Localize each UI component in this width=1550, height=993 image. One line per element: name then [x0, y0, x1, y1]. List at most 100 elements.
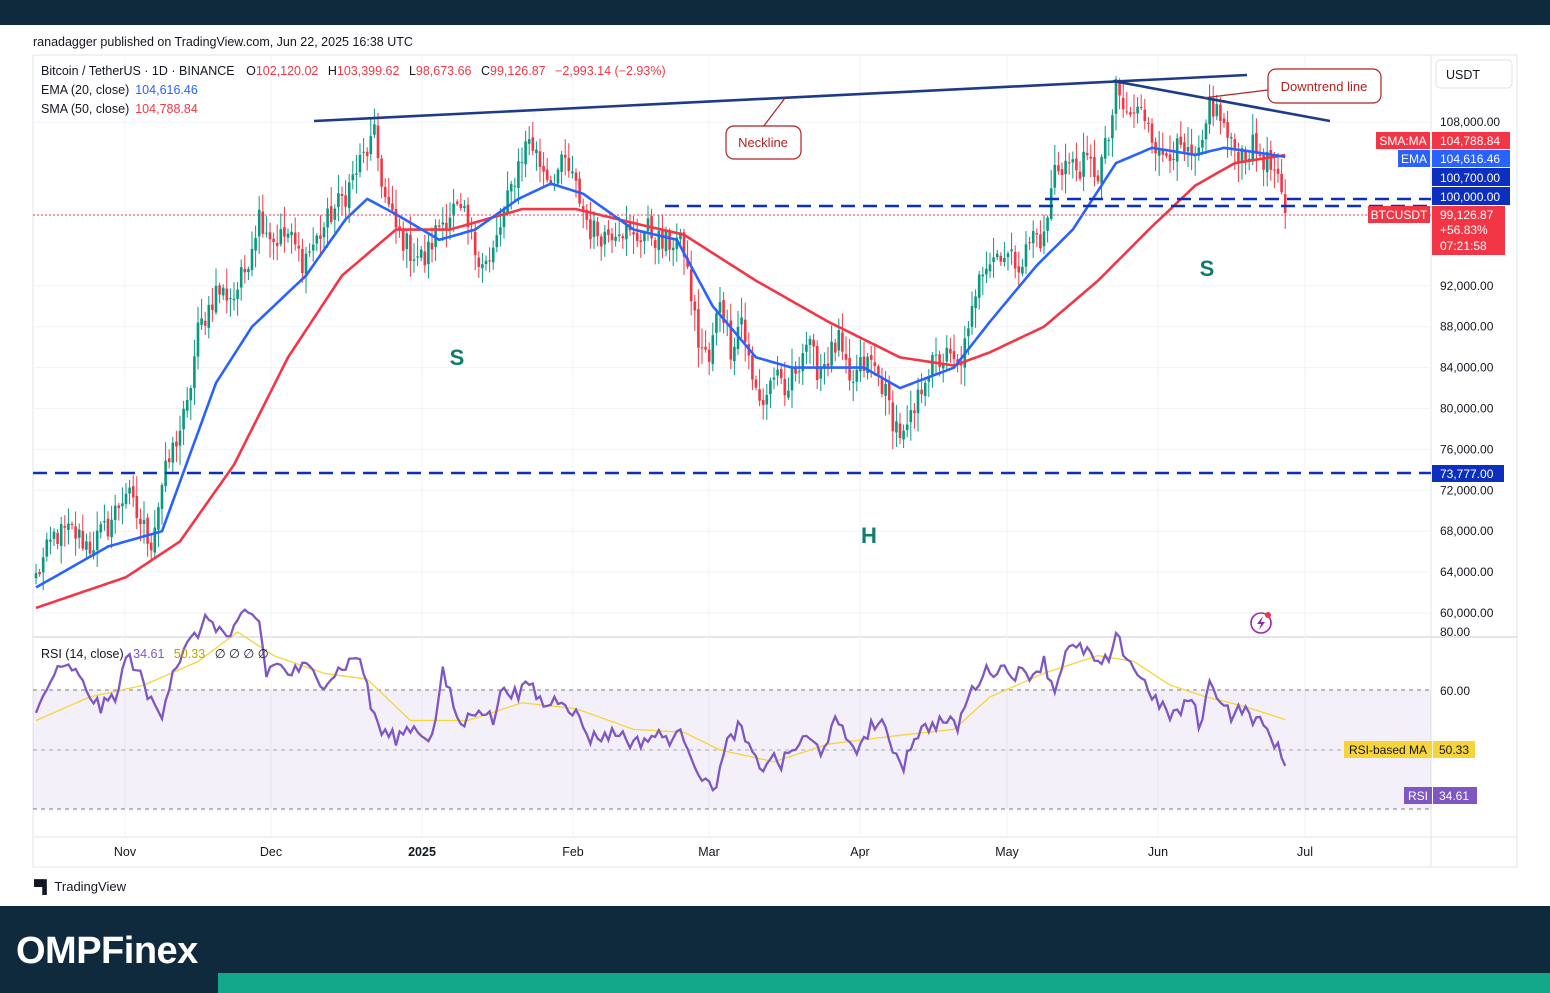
candle-body — [304, 253, 308, 275]
candle-body — [905, 424, 909, 430]
candle-body — [1064, 160, 1067, 175]
candle-body — [902, 430, 905, 440]
tradingview-logo[interactable]: ▀▌ TradingView — [34, 879, 126, 894]
candle-body — [452, 203, 455, 216]
candle-body — [538, 151, 542, 167]
candle-body — [1143, 109, 1147, 122]
price-axis[interactable]: 108,000.00 92,000.00 88,000.00 84,000.00 80,… — [1440, 115, 1500, 620]
ema-tag-box — [1398, 150, 1430, 167]
candle-body — [970, 306, 974, 327]
candle-body — [49, 539, 52, 542]
candle-body — [401, 230, 405, 251]
candle-body — [437, 225, 441, 227]
candle-body — [693, 301, 697, 311]
candle-body — [992, 257, 995, 263]
ompfinex-logo[interactable]: OMPFinex — [16, 930, 198, 972]
btc-change-label: +56.83% — [1440, 223, 1488, 237]
candle-body — [1089, 156, 1093, 159]
candle-body — [1172, 158, 1175, 161]
candle-body — [1017, 266, 1021, 273]
candle-body — [722, 300, 725, 323]
candle-body — [1186, 147, 1190, 152]
candle-body — [171, 442, 175, 463]
legend-symbol[interactable]: Bitcoin / TetherUS · 1D · BINANCE — [41, 64, 235, 78]
price-tick-label: 76,000.00 — [1440, 442, 1494, 456]
candle-body — [365, 151, 369, 157]
candle-body — [229, 298, 232, 300]
candle-body — [319, 235, 322, 239]
legend-sma[interactable]: SMA (50, close) 104,788.84 — [41, 102, 198, 116]
candle-body — [272, 238, 275, 242]
candle-body — [1096, 175, 1100, 182]
candle-body — [409, 234, 412, 261]
btc-price-box — [1432, 206, 1505, 255]
candle-body — [200, 318, 203, 325]
candle-body — [99, 524, 103, 533]
candle-body — [520, 162, 524, 164]
candle-body — [279, 229, 283, 245]
candle-body — [1013, 251, 1017, 269]
candle-body — [286, 233, 290, 238]
candle-body — [70, 523, 74, 525]
candle-body — [283, 227, 286, 237]
candle-body — [175, 441, 178, 447]
candle-body — [560, 154, 563, 172]
legend-ema[interactable]: EMA (20, close) 104,616.46 — [41, 83, 198, 97]
sma-value-box — [1432, 132, 1510, 149]
candle-body — [1003, 258, 1006, 263]
candle-body — [909, 410, 913, 423]
candle-body — [1057, 165, 1060, 172]
candle-body — [333, 208, 337, 220]
candle-body — [59, 524, 63, 547]
candle-body — [311, 244, 315, 251]
candle-body — [527, 139, 531, 144]
price-tick-label: 68,000.00 — [1440, 524, 1494, 538]
candle-body — [823, 364, 826, 368]
candle-body — [671, 247, 675, 251]
rsi-ma-value-label: 50.33 — [1439, 743, 1469, 757]
candle-body — [1197, 147, 1201, 156]
candle-body — [239, 267, 243, 288]
candle-body — [182, 408, 185, 430]
price-tick-label: 84,000.00 — [1440, 361, 1494, 375]
candle-body — [38, 571, 41, 575]
candle-body — [1244, 150, 1247, 162]
candle-body — [502, 210, 506, 227]
candle-body — [221, 287, 225, 296]
candle-body — [884, 383, 887, 396]
candle-body — [265, 232, 268, 234]
candle-body — [1010, 249, 1013, 252]
candle-body — [682, 232, 686, 257]
rsi-legend[interactable]: RSI (14, close) 34.61 50.33 ∅ ∅ ∅ ∅ — [41, 647, 269, 661]
btc-tag-label: BTCUSDT — [1371, 208, 1428, 222]
candle-body — [607, 229, 610, 236]
candle-body — [506, 190, 509, 213]
candle-body — [898, 423, 902, 438]
candle-body — [542, 166, 545, 172]
ema-tag-label: EMA — [1401, 152, 1427, 166]
candle-body — [985, 268, 988, 275]
chart-canvas[interactable]: Neckline Downtrend line S H S ranadagger… — [0, 25, 1550, 905]
candle-body — [247, 269, 250, 273]
candle-body — [484, 260, 488, 264]
candle-body — [358, 155, 362, 173]
candle-body — [1258, 154, 1262, 157]
currency-selector[interactable] — [1435, 59, 1513, 89]
currency-label: USDT — [1446, 68, 1480, 82]
time-axis[interactable]: Nov Dec 2025 Feb Mar Apr May Jun Jul — [114, 845, 1313, 859]
candle-body — [603, 231, 607, 245]
candle-body — [394, 208, 398, 228]
footer-accent — [218, 973, 1550, 993]
candle-body — [1280, 173, 1283, 193]
rsi-tick-label: 60.00 — [1440, 684, 1470, 698]
candle-body — [218, 285, 221, 295]
candle-body — [855, 369, 859, 382]
candle-body — [999, 255, 1003, 262]
candle-body — [1049, 188, 1053, 219]
candle-body — [1046, 217, 1049, 231]
candle-body — [995, 253, 999, 258]
candle-body — [797, 371, 801, 373]
candle-body — [1103, 138, 1107, 159]
candle-body — [1147, 122, 1150, 124]
